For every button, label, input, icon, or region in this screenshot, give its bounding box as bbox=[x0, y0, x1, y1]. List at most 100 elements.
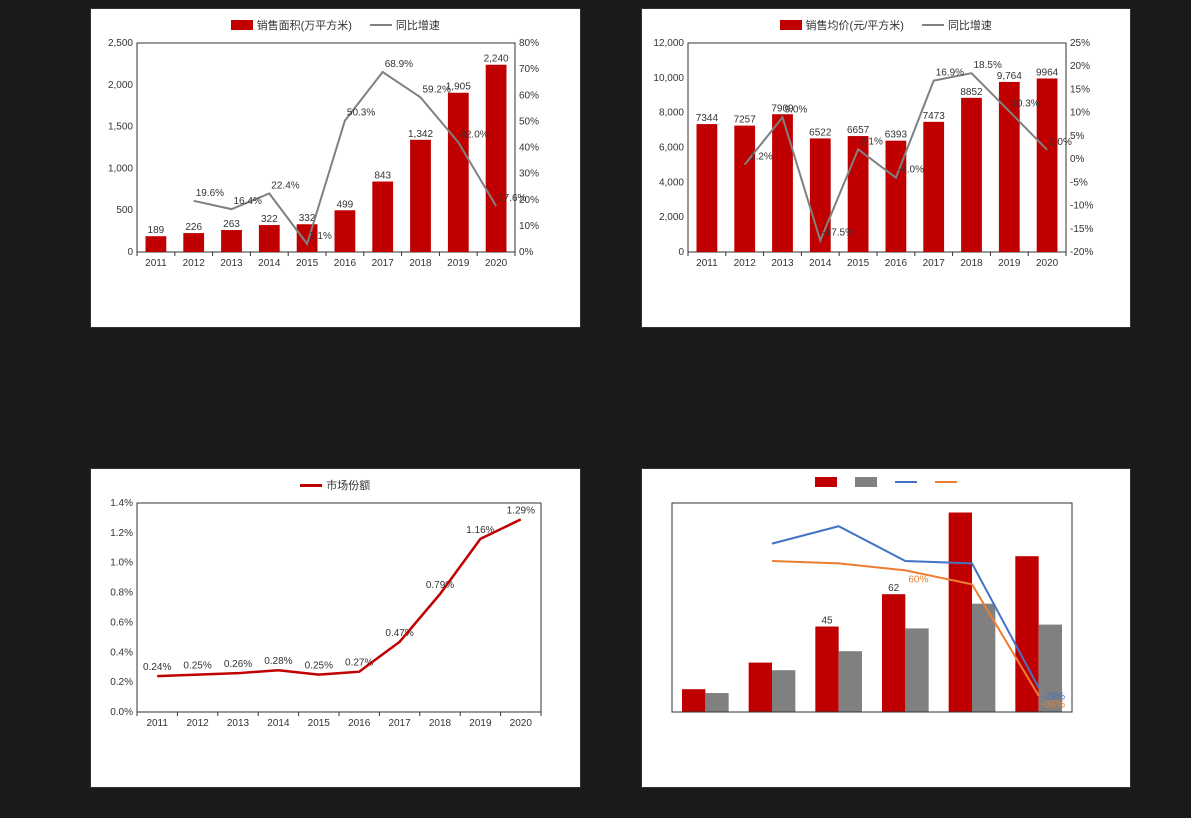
svg-text:0.6%: 0.6% bbox=[110, 617, 133, 628]
svg-text:8,000: 8,000 bbox=[658, 108, 683, 119]
svg-text:5%: 5% bbox=[1070, 131, 1085, 142]
svg-text:2016: 2016 bbox=[884, 258, 907, 269]
svg-text:7344: 7344 bbox=[695, 113, 718, 124]
svg-text:3.1%: 3.1% bbox=[309, 231, 332, 242]
chart2-plot: 02,0004,0006,0008,00010,00012,000-20%-15… bbox=[642, 37, 1102, 272]
svg-text:9964: 9964 bbox=[1035, 67, 1058, 78]
svg-text:2013: 2013 bbox=[227, 718, 250, 729]
svg-text:1.0%: 1.0% bbox=[110, 558, 133, 569]
svg-text:-4.0%: -4.0% bbox=[897, 165, 923, 176]
svg-text:-15%: -15% bbox=[1070, 224, 1093, 235]
legend: 市场份额 bbox=[91, 469, 580, 497]
svg-text:2012: 2012 bbox=[186, 718, 209, 729]
svg-text:42.0%: 42.0% bbox=[460, 129, 488, 140]
svg-text:0.24%: 0.24% bbox=[143, 662, 171, 673]
chart-dual-bar-line: 4562-29%60%-36% bbox=[641, 468, 1132, 788]
svg-text:2.1%: 2.1% bbox=[860, 136, 883, 147]
svg-text:2013: 2013 bbox=[220, 258, 243, 269]
legend-line-swatch bbox=[300, 484, 322, 487]
svg-text:16.9%: 16.9% bbox=[935, 68, 963, 79]
svg-text:40%: 40% bbox=[519, 143, 539, 154]
svg-text:2,000: 2,000 bbox=[658, 212, 683, 223]
svg-text:10%: 10% bbox=[1070, 108, 1090, 119]
svg-text:2,240: 2,240 bbox=[484, 54, 509, 65]
svg-text:2015: 2015 bbox=[846, 258, 869, 269]
legend-line-label: 市场份额 bbox=[326, 477, 370, 493]
svg-text:2016: 2016 bbox=[334, 258, 357, 269]
svg-text:2011: 2011 bbox=[146, 718, 168, 729]
svg-text:-20%: -20% bbox=[1070, 247, 1093, 258]
svg-text:2.0%: 2.0% bbox=[1049, 137, 1072, 148]
legend-bar-label: 销售均价(元/平方米) bbox=[806, 17, 904, 33]
svg-text:1,000: 1,000 bbox=[108, 163, 133, 174]
legend: 销售均价(元/平方米) 同比增速 bbox=[642, 9, 1131, 37]
svg-text:9.0%: 9.0% bbox=[784, 104, 807, 115]
svg-text:10.3%: 10.3% bbox=[1011, 98, 1039, 109]
svg-text:-17.5%: -17.5% bbox=[822, 227, 854, 238]
chart-avg-price: 销售均价(元/平方米) 同比增速 02,0004,0006,0008,00010… bbox=[641, 8, 1132, 328]
svg-text:30%: 30% bbox=[519, 169, 539, 180]
legend-bar2-swatch bbox=[855, 477, 877, 487]
svg-text:2012: 2012 bbox=[733, 258, 756, 269]
svg-text:0.0%: 0.0% bbox=[110, 707, 133, 718]
svg-text:80%: 80% bbox=[519, 38, 539, 49]
legend-bar-swatch bbox=[780, 20, 802, 30]
legend-line-label: 同比增速 bbox=[396, 17, 440, 33]
svg-text:22.4%: 22.4% bbox=[271, 180, 299, 191]
svg-text:-10%: -10% bbox=[1070, 201, 1093, 212]
legend-line2-swatch bbox=[935, 481, 957, 483]
svg-text:68.9%: 68.9% bbox=[385, 59, 413, 70]
svg-text:9,764: 9,764 bbox=[996, 71, 1021, 82]
svg-text:12,000: 12,000 bbox=[653, 38, 684, 49]
chart-sales-area: 销售面积(万平方米) 同比增速 0 500 1,000 1,500 2,000 2,500… bbox=[90, 8, 581, 328]
legend-bar-label: 销售面积(万平方米) bbox=[257, 17, 352, 33]
svg-text:2015: 2015 bbox=[308, 718, 331, 729]
svg-text:0%: 0% bbox=[519, 247, 534, 258]
svg-text:0.28%: 0.28% bbox=[264, 656, 292, 667]
svg-text:59.2%: 59.2% bbox=[423, 84, 451, 95]
svg-text:1.2%: 1.2% bbox=[110, 528, 133, 539]
svg-text:0.8%: 0.8% bbox=[110, 588, 133, 599]
svg-text:60%: 60% bbox=[908, 574, 928, 585]
chart4-plot: 4562-29%60%-36% bbox=[642, 497, 1102, 732]
svg-text:15%: 15% bbox=[1070, 84, 1090, 95]
svg-text:19.6%: 19.6% bbox=[196, 188, 224, 199]
svg-text:2017: 2017 bbox=[388, 718, 411, 729]
svg-text:1.4%: 1.4% bbox=[110, 498, 133, 509]
svg-text:2,500: 2,500 bbox=[108, 38, 133, 49]
svg-text:2018: 2018 bbox=[409, 258, 432, 269]
svg-text:0: 0 bbox=[127, 247, 133, 258]
svg-text:2013: 2013 bbox=[771, 258, 794, 269]
svg-text:2017: 2017 bbox=[372, 258, 395, 269]
svg-text:2018: 2018 bbox=[429, 718, 452, 729]
svg-text:60%: 60% bbox=[519, 90, 539, 101]
svg-text:2016: 2016 bbox=[348, 718, 371, 729]
svg-text:16.4%: 16.4% bbox=[234, 196, 262, 207]
svg-text:1,342: 1,342 bbox=[408, 129, 433, 140]
legend bbox=[642, 469, 1131, 491]
svg-text:20%: 20% bbox=[1070, 61, 1090, 72]
svg-text:2,000: 2,000 bbox=[108, 80, 133, 91]
legend-line-swatch bbox=[922, 24, 944, 26]
svg-text:6522: 6522 bbox=[809, 127, 832, 138]
svg-text:0.25%: 0.25% bbox=[305, 661, 333, 672]
svg-text:500: 500 bbox=[116, 205, 133, 216]
svg-text:843: 843 bbox=[374, 171, 391, 182]
legend-line-label: 同比增速 bbox=[948, 17, 992, 33]
svg-text:1.29%: 1.29% bbox=[507, 505, 535, 516]
svg-text:45: 45 bbox=[821, 616, 833, 627]
legend-bar-swatch bbox=[231, 20, 253, 30]
svg-text:18.5%: 18.5% bbox=[973, 60, 1001, 71]
legend-line1-swatch bbox=[895, 481, 917, 483]
svg-text:2014: 2014 bbox=[267, 718, 290, 729]
svg-text:-5%: -5% bbox=[1070, 177, 1088, 188]
legend: 销售面积(万平方米) 同比增速 bbox=[91, 9, 580, 37]
svg-text:2020: 2020 bbox=[510, 718, 533, 729]
svg-text:17.6%: 17.6% bbox=[498, 193, 526, 204]
svg-text:7257: 7257 bbox=[733, 115, 756, 126]
svg-text:1,500: 1,500 bbox=[108, 122, 133, 133]
svg-text:6657: 6657 bbox=[846, 125, 869, 136]
svg-text:8852: 8852 bbox=[960, 87, 983, 98]
svg-text:10%: 10% bbox=[519, 221, 539, 232]
legend-line-swatch bbox=[370, 24, 392, 26]
